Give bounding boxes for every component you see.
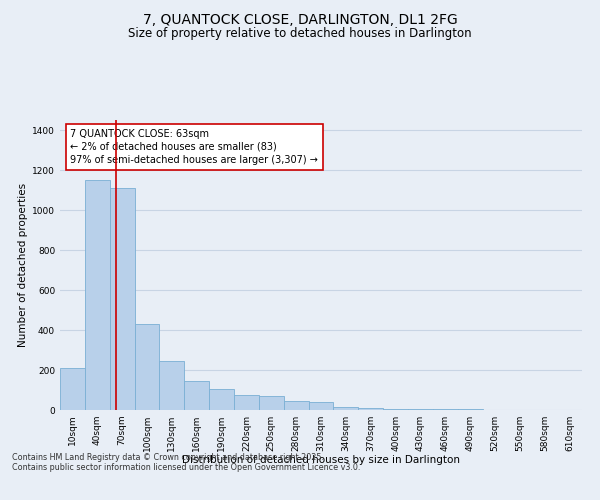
Text: Contains HM Land Registry data © Crown copyright and database right 2025.: Contains HM Land Registry data © Crown c… xyxy=(12,454,324,462)
Bar xyxy=(383,408,408,410)
Y-axis label: Number of detached properties: Number of detached properties xyxy=(18,183,28,347)
X-axis label: Distribution of detached houses by size in Darlington: Distribution of detached houses by size … xyxy=(182,456,460,466)
Bar xyxy=(433,409,458,410)
Bar xyxy=(160,361,184,410)
Bar xyxy=(358,408,383,410)
Bar xyxy=(334,407,358,410)
Text: 7, QUANTOCK CLOSE, DARLINGTON, DL1 2FG: 7, QUANTOCK CLOSE, DARLINGTON, DL1 2FG xyxy=(143,12,457,26)
Bar xyxy=(234,395,259,410)
Bar xyxy=(209,389,234,410)
Text: Size of property relative to detached houses in Darlington: Size of property relative to detached ho… xyxy=(128,28,472,40)
Bar xyxy=(308,402,334,410)
Bar xyxy=(184,381,209,410)
Bar xyxy=(85,180,110,410)
Bar xyxy=(134,324,160,410)
Text: Contains public sector information licensed under the Open Government Licence v3: Contains public sector information licen… xyxy=(12,464,361,472)
Bar xyxy=(110,188,134,410)
Bar xyxy=(60,368,85,410)
Text: 7 QUANTOCK CLOSE: 63sqm
← 2% of detached houses are smaller (83)
97% of semi-det: 7 QUANTOCK CLOSE: 63sqm ← 2% of detached… xyxy=(70,128,319,165)
Bar xyxy=(408,409,433,410)
Bar xyxy=(284,401,308,410)
Bar xyxy=(259,396,284,410)
